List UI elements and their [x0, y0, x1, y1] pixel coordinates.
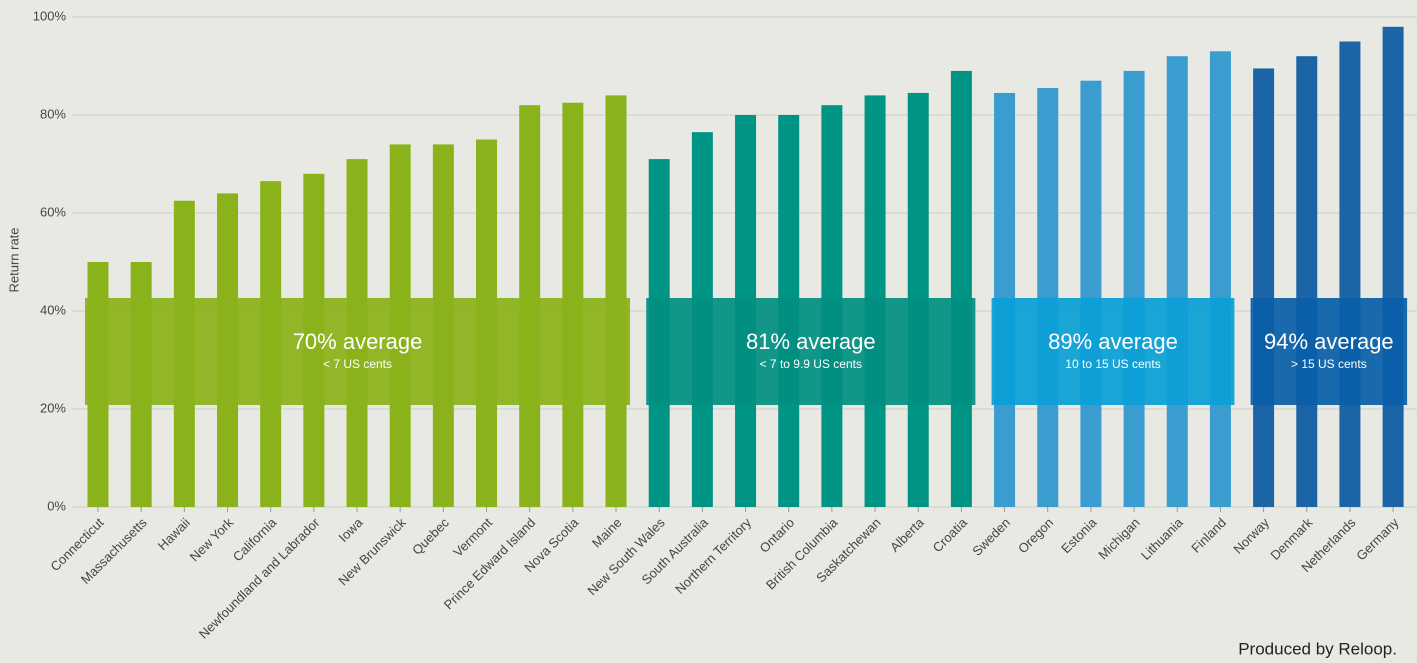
x-tick-label: Quebec [409, 515, 452, 558]
footer: Produced by Reloop. [1238, 639, 1397, 658]
x-tick-label: Iowa [336, 514, 367, 545]
x-tick-label: Norway [1230, 515, 1272, 557]
average-sublabel: < 7 US cents [323, 357, 392, 371]
bar [1166, 56, 1188, 507]
y-tick-label: 100% [33, 8, 67, 23]
x-tick-label: Northern Territory [672, 515, 754, 597]
x-tick-label: Ontario [757, 515, 798, 556]
x-tick-label: Alberta [887, 514, 927, 554]
average-sublabel: 10 to 15 US cents [1065, 357, 1160, 371]
average-label: 89% average [1048, 329, 1178, 354]
y-tick-label: 60% [40, 204, 66, 219]
average-sublabel: > 15 US cents [1291, 357, 1367, 371]
y-tick-label: 40% [40, 302, 66, 317]
x-tick-label: Lithuania [1138, 514, 1186, 562]
bar [1296, 56, 1318, 507]
y-tick-label: 20% [40, 400, 66, 415]
bar [1209, 51, 1231, 508]
bar [950, 70, 972, 508]
x-tick-label: Croatia [930, 514, 971, 555]
x-tick-label: New York [187, 515, 237, 565]
average-box [646, 298, 976, 405]
x-tick-label: Hawaii [155, 515, 193, 553]
y-tick-label: 0% [47, 498, 66, 513]
x-tick-label: Sweden [969, 515, 1013, 559]
average-box [85, 298, 631, 405]
x-tick-label: Germany [1353, 515, 1402, 564]
bar [1123, 70, 1145, 508]
average-label: 81% average [746, 329, 876, 354]
y-axis-label: Return rate [6, 227, 21, 292]
average-box [1250, 298, 1408, 405]
bar [1382, 26, 1404, 508]
average-label: 70% average [293, 329, 423, 354]
bar [1037, 88, 1059, 508]
average-label: 94% average [1264, 329, 1394, 354]
bar [1080, 80, 1102, 507]
bar [1339, 41, 1361, 507]
x-tick-label: Estonia [1058, 514, 1100, 556]
x-tick-label: Michigan [1095, 515, 1142, 562]
average-box [991, 298, 1235, 405]
y-tick-label: 80% [40, 106, 66, 121]
x-tick-label: New South Wales [584, 515, 668, 599]
x-tick-label: Finland [1188, 515, 1229, 556]
x-tick-label: Oregon [1015, 515, 1056, 556]
bar [1253, 68, 1275, 507]
x-tick-label: Maine [589, 515, 625, 551]
average-sublabel: < 7 to 9.9 US cents [760, 357, 862, 371]
